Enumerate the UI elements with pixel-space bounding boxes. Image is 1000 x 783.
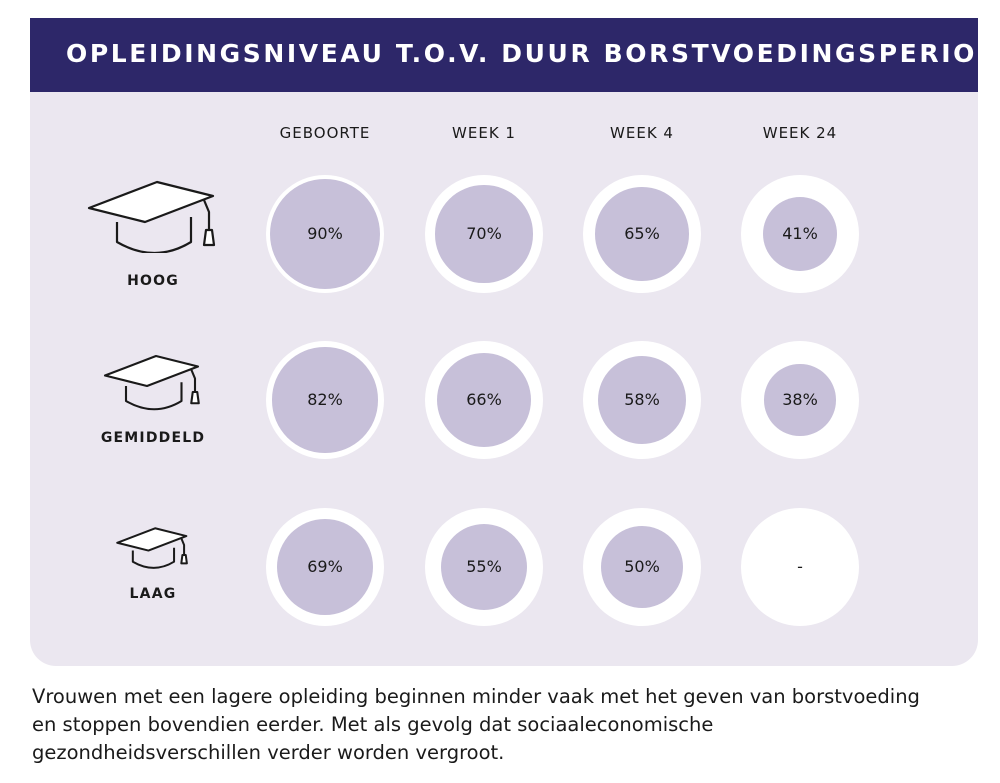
bubble-fill	[276, 518, 374, 616]
bubble-fill	[600, 525, 683, 608]
chart-title: OPLEIDINGSNIVEAU T.O.V. DUUR BORSTVOEDIN…	[66, 39, 978, 68]
bubble-value-label: 66%	[466, 390, 502, 409]
row-label-hoog: HOOG	[127, 273, 179, 289]
bubble-fill	[269, 178, 381, 290]
bubble-gemiddeld-week-24: 38%	[741, 341, 859, 459]
column-header-week-4: WEEK 4	[610, 124, 674, 142]
bubble-gemiddeld-week-4: 58%	[583, 341, 701, 459]
bubble-hoog-geboorte: 90%	[266, 175, 384, 293]
bubble-gemiddeld-geboorte: 82%	[266, 341, 384, 459]
bubble-value-label: 69%	[307, 557, 343, 576]
graduation-cap-icon	[103, 354, 200, 411]
graduation-cap-icon	[116, 527, 188, 569]
bubble-laag-week-4: 50%	[583, 508, 701, 626]
bubble-hoog-week-1: 70%	[425, 175, 543, 293]
bubble-value-label: 55%	[466, 557, 502, 576]
column-header-geboorte: GEBOORTE	[279, 124, 371, 142]
bubble-laag-week-1: 55%	[425, 508, 543, 626]
bubble-fill	[436, 352, 532, 448]
bubble-fill	[440, 523, 527, 610]
bubble-hoog-week-24: 41%	[741, 175, 859, 293]
bubble-value-label: 82%	[307, 390, 343, 409]
row-label-laag: LAAG	[129, 586, 177, 602]
bubble-hoog-week-4: 65%	[583, 175, 701, 293]
bubble-fill	[272, 347, 378, 453]
graduation-cap-icon	[87, 180, 216, 253]
bubble-fill	[764, 364, 836, 436]
bubble-fill	[435, 185, 533, 283]
column-header-week-24: WEEK 24	[762, 124, 838, 142]
bubble-gemiddeld-week-1: 66%	[425, 341, 543, 459]
bubble-value-label: 70%	[466, 224, 502, 243]
bubble-value-label: -	[797, 557, 803, 576]
caption: Vrouwen met een lagere opleiding beginne…	[32, 685, 920, 764]
chart-header: OPLEIDINGSNIVEAU T.O.V. DUUR BORSTVOEDIN…	[30, 18, 978, 92]
bubble-fill	[597, 355, 687, 445]
bubble-value-label: 41%	[782, 224, 818, 243]
bubble-value-label: 38%	[782, 390, 818, 409]
bubble-value-label: 65%	[624, 224, 660, 243]
bubble-laag-geboorte: 69%	[266, 508, 384, 626]
bubble-fill	[762, 196, 838, 272]
bubble-ring	[741, 508, 859, 626]
bubble-fill	[595, 187, 689, 281]
row-label-gemiddeld: GEMIDDELD	[100, 430, 206, 446]
bubble-value-label: 50%	[624, 557, 660, 576]
column-header-week-1: WEEK 1	[452, 124, 516, 142]
bubble-value-label: 58%	[624, 390, 660, 409]
chart-panel: OPLEIDINGSNIVEAU T.O.V. DUUR BORSTVOEDIN…	[30, 18, 978, 666]
bubble-value-label: 90%	[307, 224, 343, 243]
bubble-laag-week-24: -	[741, 508, 859, 626]
